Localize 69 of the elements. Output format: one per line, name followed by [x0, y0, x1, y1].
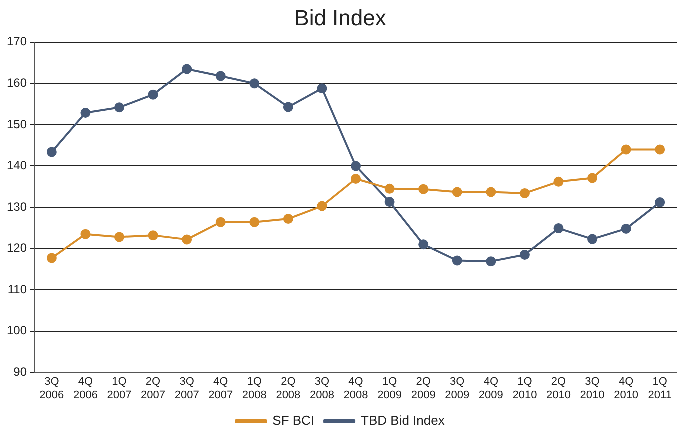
point — [486, 256, 496, 267]
x-tick-label: 1Q 2009 — [378, 376, 402, 402]
x-tick-label: 1Q 2007 — [107, 376, 132, 402]
point — [46, 253, 57, 264]
x-tick-label: 2Q 2010 — [546, 376, 571, 402]
point — [418, 184, 429, 194]
x-tick-label: 1Q 2010 — [512, 376, 538, 402]
y-tick-label: 130 — [6, 200, 28, 214]
point — [520, 250, 530, 260]
point — [46, 147, 57, 158]
legend-label: SF BCI — [272, 413, 315, 428]
point — [250, 217, 260, 228]
point — [114, 102, 124, 113]
point — [351, 161, 362, 172]
x-tick-label: 1Q 2011 — [648, 376, 672, 402]
point — [216, 217, 226, 228]
x-tick-label: 4Q 2010 — [614, 376, 639, 402]
point — [384, 197, 395, 208]
point — [148, 230, 158, 241]
y-tick-label: 170 — [6, 34, 28, 49]
point — [80, 108, 91, 118]
x-tick-label: 3Q 2010 — [580, 376, 605, 402]
point — [80, 229, 91, 240]
point — [418, 240, 429, 250]
x-tick-label: 3Q 2008 — [310, 376, 334, 402]
point — [182, 64, 192, 74]
x-tick-label: 2Q 2008 — [276, 376, 301, 402]
point — [182, 234, 192, 245]
point — [148, 90, 158, 100]
point — [486, 187, 496, 198]
x-tick-label: 4Q 2006 — [73, 376, 98, 402]
point — [283, 102, 294, 112]
x-tick-label: 3Q 2006 — [40, 376, 64, 402]
y-tick-label: 110 — [8, 282, 28, 296]
y-tick-label: 160 — [6, 76, 28, 90]
point — [554, 176, 564, 187]
legend-label: TBD Bid Index — [361, 413, 446, 428]
point — [452, 256, 462, 266]
point — [114, 232, 124, 242]
point — [588, 234, 598, 244]
point — [520, 188, 530, 198]
point — [588, 173, 598, 184]
y-tick-label: 100 — [6, 324, 28, 338]
x-tick-label: 4Q 2007 — [208, 376, 234, 402]
point — [283, 214, 294, 224]
point — [554, 224, 564, 234]
point — [250, 78, 260, 89]
x-tick-label: 3Q 2007 — [174, 376, 200, 402]
y-tick-label: 90 — [14, 364, 28, 379]
chart-title: Bid Index — [294, 5, 386, 30]
point — [621, 224, 632, 234]
x-tick-label: 3Q 2009 — [445, 376, 470, 402]
point — [317, 84, 328, 94]
x-tick-label: 4Q 2009 — [478, 376, 504, 402]
y-tick-label: 120 — [6, 241, 28, 256]
x-tick-label: 1Q 2008 — [242, 376, 267, 402]
point — [655, 198, 666, 208]
y-tick-label: 140 — [6, 158, 28, 173]
point — [317, 201, 328, 212]
x-tick-label: 2Q 2007 — [141, 376, 166, 402]
point — [384, 184, 395, 194]
point — [655, 144, 666, 155]
point — [621, 144, 632, 155]
point — [351, 174, 362, 184]
point — [452, 187, 462, 198]
x-tick-label: 2Q 2009 — [411, 376, 436, 402]
y-tick-label: 150 — [6, 117, 28, 132]
point — [216, 71, 226, 82]
x-tick-label: 4Q 2008 — [344, 376, 368, 402]
